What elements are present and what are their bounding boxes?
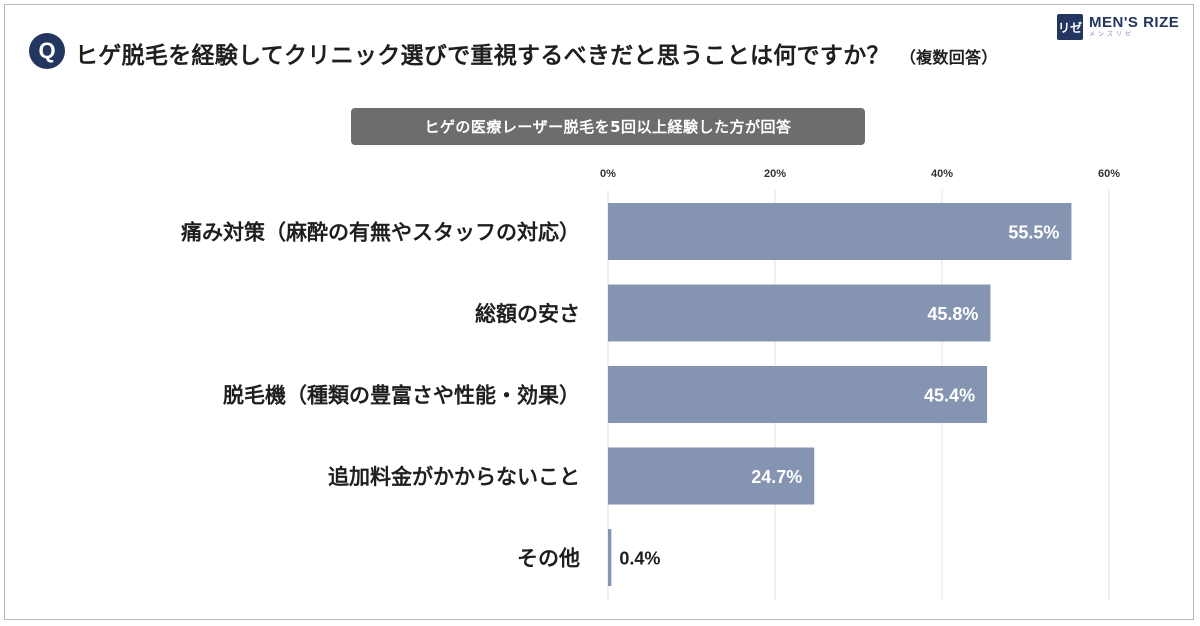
logo-text: MEN'S RIZE メンズリゼ <box>1089 15 1179 39</box>
category-label: 総額の安さ <box>475 302 580 326</box>
x-tick-label: 40% <box>931 168 953 180</box>
chart-subtitle: ヒゲの医療レーザー脱毛を5回以上経験した方が回答 <box>351 108 865 145</box>
chart-frame <box>4 4 1194 620</box>
data-label: 55.5% <box>1008 223 1059 243</box>
category-label: 追加料金がかからないこと <box>328 465 580 489</box>
question-badge: Q <box>29 33 65 69</box>
category-label: 脱毛機（種類の豊富さや性能・効果） <box>223 384 580 408</box>
data-label: 45.4% <box>924 386 975 406</box>
bar <box>608 203 1072 260</box>
title-note: （複数回答） <box>899 48 998 67</box>
data-label: 45.8% <box>927 304 978 324</box>
data-label: 24.7% <box>751 467 802 487</box>
bar <box>608 284 991 342</box>
logo-mark-icon: リゼ <box>1057 14 1083 40</box>
x-tick-label: 60% <box>1098 168 1120 180</box>
page-title: ヒゲ脱毛を経験してクリニック選びで重視するべきだと思うことは何ですか？ （複数回… <box>75 36 998 69</box>
x-tick-label: 20% <box>764 168 786 180</box>
bar <box>608 366 988 423</box>
x-tick-label: 0% <box>600 168 616 180</box>
title-text: ヒゲ脱毛を経験してクリニック選びで重視するべきだと思うことは何ですか？ <box>75 43 890 69</box>
category-label: 痛み対策（麻酔の有無やスタッフの対応） <box>181 221 580 245</box>
bar <box>608 529 612 586</box>
data-label: 0.4% <box>619 549 660 569</box>
logo-sub: メンズリゼ <box>1089 31 1134 38</box>
logo-name: MEN'S RIZE <box>1089 14 1180 31</box>
category-label: その他 <box>517 547 580 571</box>
bar <box>608 447 815 505</box>
brand-logo: リゼ MEN'S RIZE メンズリゼ <box>1057 14 1179 40</box>
